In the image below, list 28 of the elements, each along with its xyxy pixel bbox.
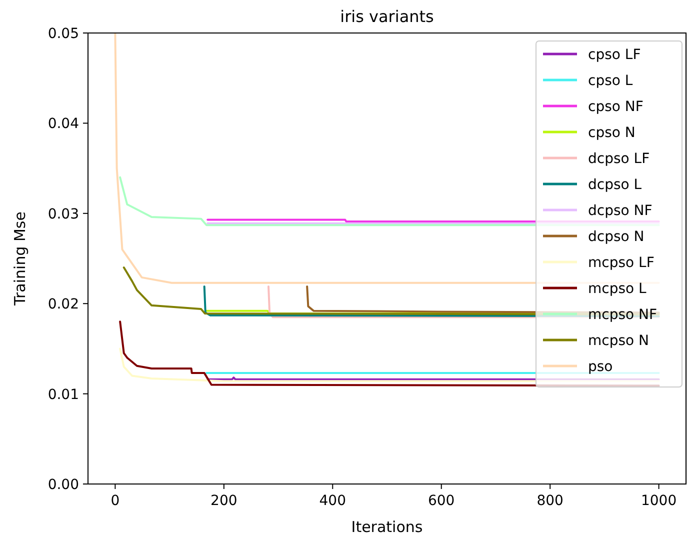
x-tick-label: 200 — [210, 493, 238, 509]
legend-label: pso — [588, 359, 613, 375]
x-tick-label: 400 — [319, 493, 346, 509]
x-tick-label: 0 — [110, 493, 120, 509]
y-tick-label: 0.03 — [48, 206, 79, 222]
x-tick-label: 1000 — [641, 493, 677, 509]
y-tick-label: 0.00 — [48, 477, 79, 493]
x-tick-label: 600 — [428, 493, 455, 509]
legend-label: cpso NF — [588, 99, 644, 115]
legend-label: mcpso NF — [588, 307, 658, 323]
y-tick-label: 0.01 — [48, 386, 79, 403]
legend-label: cpso L — [588, 73, 633, 89]
x-axis-title: Iterations — [351, 518, 423, 536]
legend-label: cpso LF — [588, 47, 641, 63]
y-tick-label: 0.02 — [48, 296, 79, 313]
legend-label: dcpso LF — [588, 151, 650, 167]
legend-label: dcpso NF — [588, 203, 652, 219]
y-axis-title: Training Mse — [11, 212, 29, 306]
legend-label: dcpso N — [588, 229, 644, 245]
legend-label: dcpso L — [588, 177, 642, 193]
legend-label: mcpso N — [588, 333, 650, 349]
legend-label: cpso N — [588, 125, 636, 141]
legend-label: mcpso LF — [588, 255, 654, 271]
x-tick-label: 800 — [536, 493, 564, 509]
y-tick-label: 0.05 — [48, 26, 79, 42]
legend-label: mcpso L — [588, 281, 647, 297]
chart-title: iris variants — [340, 7, 434, 26]
y-tick-label: 0.04 — [48, 116, 80, 132]
